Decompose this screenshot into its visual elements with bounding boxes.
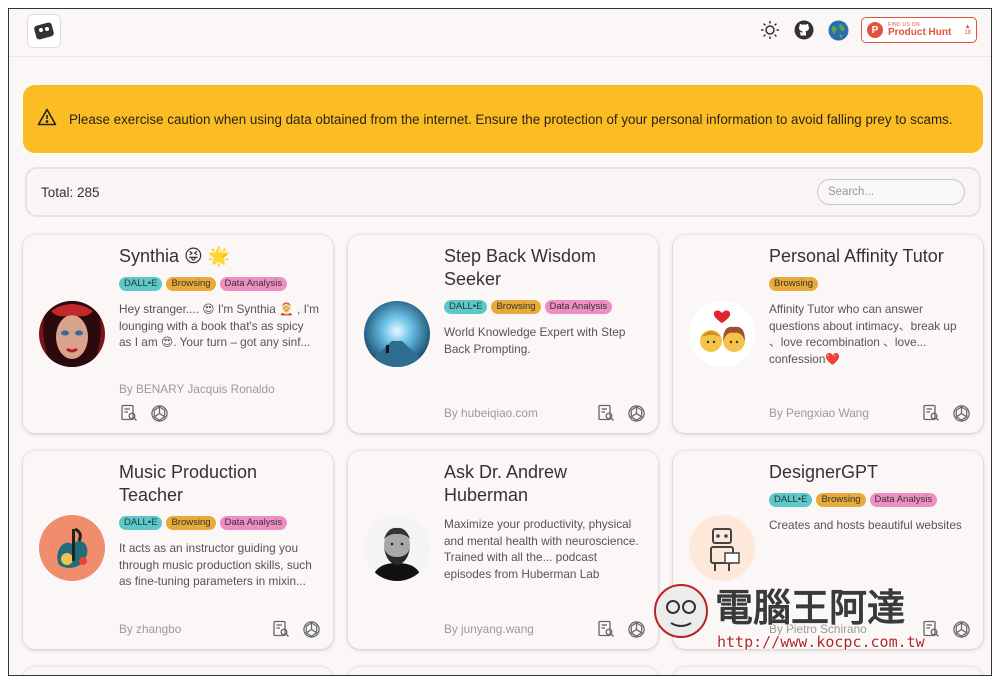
gpt-author: By zhangbo (119, 622, 182, 636)
gpt-avatar (364, 301, 430, 367)
search-input[interactable] (817, 179, 965, 205)
gpt-avatar (39, 515, 105, 581)
gpt-description: World Knowledge Expert with Step Back Pr… (444, 325, 626, 356)
open-chatgpt-icon[interactable] (626, 619, 646, 639)
theme-toggle-sun-icon[interactable] (759, 19, 781, 41)
tag-browsing: Browsing (166, 277, 216, 291)
view-details-icon[interactable] (596, 619, 616, 639)
view-details-icon[interactable] (921, 619, 941, 639)
gpt-card[interactable]: Step Back Wisdom Seeker DALL•E Browsing … (348, 235, 658, 433)
tag-browsing: Browsing (816, 493, 866, 507)
top-navbar: P FIND US ON Product Hunt ▲ 18 (9, 9, 991, 57)
gpt-description: Creates and hosts beautiful websites (769, 518, 962, 532)
view-details-icon[interactable] (119, 403, 139, 423)
tag-browsing: Browsing (769, 277, 819, 291)
gpt-description: Hey stranger.... 😍 I'm Synthia 🤶 , I'm l… (119, 302, 319, 349)
tag-dalle: DALL•E (444, 300, 488, 314)
watermark-chinese-text: 電腦王阿達 (715, 586, 905, 630)
product-hunt-votes: 18 (964, 30, 971, 36)
gpt-title: Personal Affinity Tutor (769, 246, 944, 266)
warning-alert: Please exercise caution when using data … (23, 85, 983, 153)
language-globe-icon[interactable] (827, 19, 849, 41)
gpt-author: By hubeiqiao.com (444, 406, 538, 420)
gpt-title: Step Back Wisdom Seeker (444, 246, 597, 289)
product-hunt-featured-label: FIND US ON (888, 21, 920, 28)
tag-dalle: DALL•E (119, 277, 163, 291)
gpt-title: Synthia 😝 🌟 (119, 246, 231, 266)
view-details-icon[interactable] (596, 403, 616, 423)
gpt-card[interactable] (348, 667, 658, 675)
view-details-icon[interactable] (921, 403, 941, 423)
gpt-title: Ask Dr. Andrew Huberman (444, 462, 568, 505)
gpt-card[interactable]: Ask Dr. Andrew Huberman Maximize your pr… (348, 451, 658, 649)
gpt-author: By Pengxiao Wang (769, 406, 869, 420)
github-icon[interactable] (793, 19, 815, 41)
total-count: Total: 285 (41, 184, 100, 200)
gpt-title: Music Production Teacher (119, 462, 258, 505)
site-logo[interactable] (27, 14, 61, 48)
tag-data-analysis: Data Analysis (869, 493, 938, 507)
app-window: P FIND US ON Product Hunt ▲ 18 Please ex… (8, 8, 992, 676)
gpt-card[interactable] (23, 667, 333, 675)
gpt-avatar (689, 515, 755, 581)
alert-message: Please exercise caution when using data … (69, 111, 953, 127)
gpt-card[interactable]: DesignerGPT DALL•E Browsing Data Analysi… (673, 451, 983, 649)
product-hunt-name: Product Hunt (888, 26, 952, 38)
results-toolbar: Total: 285 (25, 167, 981, 217)
open-chatgpt-icon[interactable] (951, 619, 971, 639)
tag-browsing: Browsing (166, 516, 216, 530)
tag-data-analysis: Data Analysis (544, 300, 613, 314)
gpt-description: Affinity Tutor who can answer questions … (769, 302, 957, 366)
product-hunt-badge[interactable]: P FIND US ON Product Hunt ▲ 18 (861, 17, 977, 43)
gpt-avatar (689, 301, 755, 367)
kocpc-watermark: 電腦王阿達 http://www.kocpc.com.tw (651, 563, 951, 653)
tag-dalle: DALL•E (769, 493, 813, 507)
product-hunt-logo-icon: P (867, 22, 883, 38)
upvote-triangle-icon: ▲ (964, 24, 971, 30)
gpt-card[interactable]: Synthia 😝 🌟 DALL•E Browsing Data Analysi… (23, 235, 333, 433)
view-details-icon[interactable] (271, 619, 291, 639)
open-chatgpt-icon[interactable] (149, 403, 169, 423)
tag-data-analysis: Data Analysis (219, 277, 288, 291)
gpt-card[interactable]: Music Production Teacher DALL•E Browsing… (23, 451, 333, 649)
gpt-title: DesignerGPT (769, 462, 879, 482)
watermark-url: http://www.kocpc.com.tw (717, 633, 926, 651)
gpt-card[interactable] (673, 667, 983, 675)
gpt-author: By BENARY Jacquis Ronaldo (119, 382, 275, 396)
open-chatgpt-icon[interactable] (301, 619, 321, 639)
warning-triangle-icon (37, 108, 59, 131)
tag-dalle: DALL•E (119, 516, 163, 530)
gpt-description: It acts as an instructor guiding you thr… (119, 541, 312, 588)
tag-browsing: Browsing (491, 300, 541, 314)
gpt-author: By Pietro Schirano (769, 622, 867, 636)
open-chatgpt-icon[interactable] (626, 403, 646, 423)
gpt-author: By junyang.wang (444, 622, 534, 636)
gpt-avatar (39, 301, 105, 367)
gpt-card[interactable]: Personal Affinity Tutor Browsing Affinit… (673, 235, 983, 433)
gpt-description: Maximize your productivity, physical and… (444, 517, 639, 581)
open-chatgpt-icon[interactable] (951, 403, 971, 423)
tag-data-analysis: Data Analysis (219, 516, 288, 530)
gpt-avatar (364, 515, 430, 581)
